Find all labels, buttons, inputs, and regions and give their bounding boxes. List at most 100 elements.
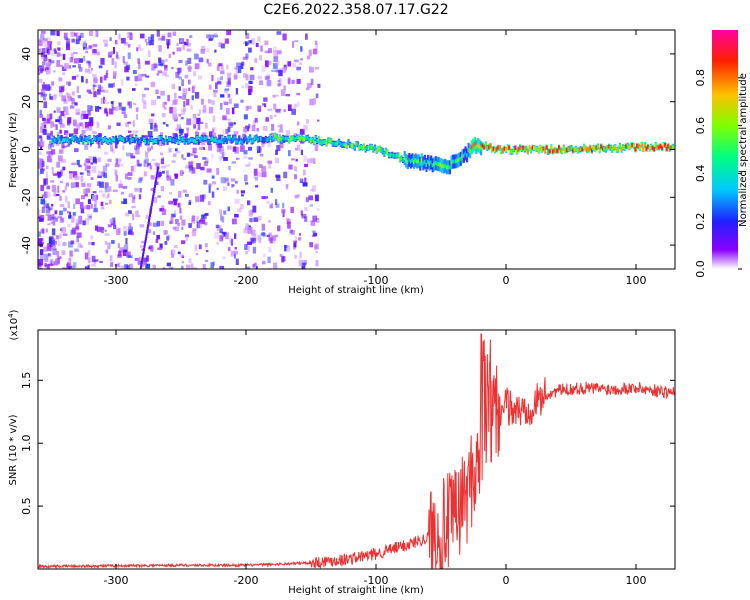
ridge-cell bbox=[366, 145, 369, 150]
ridge-cell bbox=[227, 135, 230, 140]
noise-blob bbox=[73, 128, 79, 135]
noise-blob bbox=[301, 263, 306, 269]
noise-blob bbox=[118, 183, 123, 189]
noise-blob bbox=[135, 148, 140, 155]
ridge-cell bbox=[55, 138, 58, 143]
noise-blob bbox=[40, 94, 44, 98]
ridge-cell bbox=[646, 144, 650, 149]
noise-blob bbox=[291, 158, 295, 161]
ridge-cell bbox=[389, 153, 392, 158]
noise-blob bbox=[40, 236, 44, 239]
ridge-cell bbox=[395, 153, 398, 158]
ridge-cell bbox=[558, 145, 561, 150]
noise-blob bbox=[50, 217, 55, 221]
noise-blob bbox=[56, 107, 61, 113]
noise-blob bbox=[74, 148, 79, 153]
noise-blob bbox=[158, 139, 163, 147]
noise-blob bbox=[56, 171, 62, 175]
streak-cell bbox=[143, 248, 145, 251]
noise-blob bbox=[49, 140, 53, 145]
streak-cell bbox=[151, 198, 154, 201]
ridge-cell bbox=[536, 146, 539, 151]
noise-blob bbox=[59, 149, 64, 154]
noise-blob bbox=[295, 158, 298, 162]
noise-blob bbox=[185, 264, 191, 269]
noise-blob bbox=[130, 166, 134, 172]
ridge-cell bbox=[626, 143, 629, 148]
noise-blob bbox=[136, 47, 139, 52]
noise-blob bbox=[66, 263, 71, 269]
noise-blob bbox=[105, 101, 109, 105]
ridge-cell bbox=[515, 149, 519, 154]
noise-blob bbox=[92, 84, 95, 91]
noise-blob bbox=[166, 236, 169, 241]
noise-blob bbox=[138, 178, 142, 183]
noise-blob bbox=[248, 162, 251, 166]
noise-blob bbox=[130, 153, 134, 158]
ridge-cell bbox=[210, 137, 213, 142]
noise-blob bbox=[154, 122, 157, 128]
noise-blob bbox=[48, 237, 54, 245]
ridge-cell bbox=[553, 148, 556, 153]
noise-blob bbox=[71, 216, 75, 223]
ridge-cell bbox=[353, 145, 356, 150]
noise-blob bbox=[46, 61, 51, 65]
ridge-cell bbox=[657, 145, 660, 150]
noise-blob bbox=[123, 198, 127, 205]
ridge-cell bbox=[620, 147, 623, 152]
noise-blob bbox=[286, 183, 289, 188]
streak-cell bbox=[147, 224, 150, 228]
noise-blob bbox=[218, 134, 222, 140]
noise-blob bbox=[146, 255, 149, 262]
noise-blob bbox=[45, 38, 48, 42]
ridge-cell bbox=[498, 145, 501, 150]
noise-blob bbox=[84, 122, 89, 129]
noise-blob bbox=[63, 113, 67, 118]
noise-blob bbox=[208, 183, 212, 187]
ridge-cell bbox=[219, 139, 222, 144]
noise-blob bbox=[211, 100, 215, 105]
noise-blob bbox=[39, 114, 44, 118]
noise-blob bbox=[126, 251, 131, 258]
noise-blob bbox=[212, 128, 215, 133]
noise-blob bbox=[107, 224, 112, 228]
noise-blob bbox=[96, 123, 100, 128]
noise-blob bbox=[155, 238, 159, 243]
noise-blob bbox=[205, 140, 209, 143]
noise-blob bbox=[69, 133, 74, 137]
noise-blob bbox=[259, 147, 262, 152]
noise-blob bbox=[235, 88, 238, 95]
noise-blob bbox=[132, 130, 137, 136]
noise-blob bbox=[186, 48, 192, 52]
noise-blob bbox=[220, 213, 223, 221]
noise-blob bbox=[159, 243, 163, 249]
noise-blob bbox=[61, 159, 66, 163]
noise-blob bbox=[107, 158, 112, 162]
ridge-cell bbox=[483, 145, 486, 150]
noise-blob bbox=[297, 101, 300, 107]
noise-blob bbox=[128, 193, 134, 198]
noise-blob bbox=[239, 204, 244, 210]
noise-blob bbox=[86, 89, 91, 93]
noise-blob bbox=[147, 163, 151, 166]
noise-blob bbox=[224, 38, 229, 44]
ridge-cell bbox=[130, 138, 133, 143]
noise-blob bbox=[47, 117, 51, 124]
ridge-cell bbox=[531, 145, 534, 150]
ridge-cell bbox=[478, 144, 481, 149]
noise-blob bbox=[105, 202, 109, 205]
noise-blob bbox=[287, 61, 291, 67]
noise-blob bbox=[259, 80, 264, 85]
ridge-cell bbox=[583, 144, 586, 149]
noise-blob bbox=[45, 213, 51, 216]
noise-blob bbox=[75, 226, 80, 231]
noise-blob bbox=[220, 70, 225, 75]
ridge-cell bbox=[656, 145, 659, 150]
noise-blob bbox=[195, 196, 200, 203]
noise-blob bbox=[227, 182, 230, 186]
ridge-cell bbox=[456, 158, 459, 163]
ridge-cell bbox=[625, 144, 628, 149]
noise-blob bbox=[75, 222, 79, 230]
noise-blob bbox=[83, 205, 88, 209]
noise-blob bbox=[143, 160, 146, 168]
